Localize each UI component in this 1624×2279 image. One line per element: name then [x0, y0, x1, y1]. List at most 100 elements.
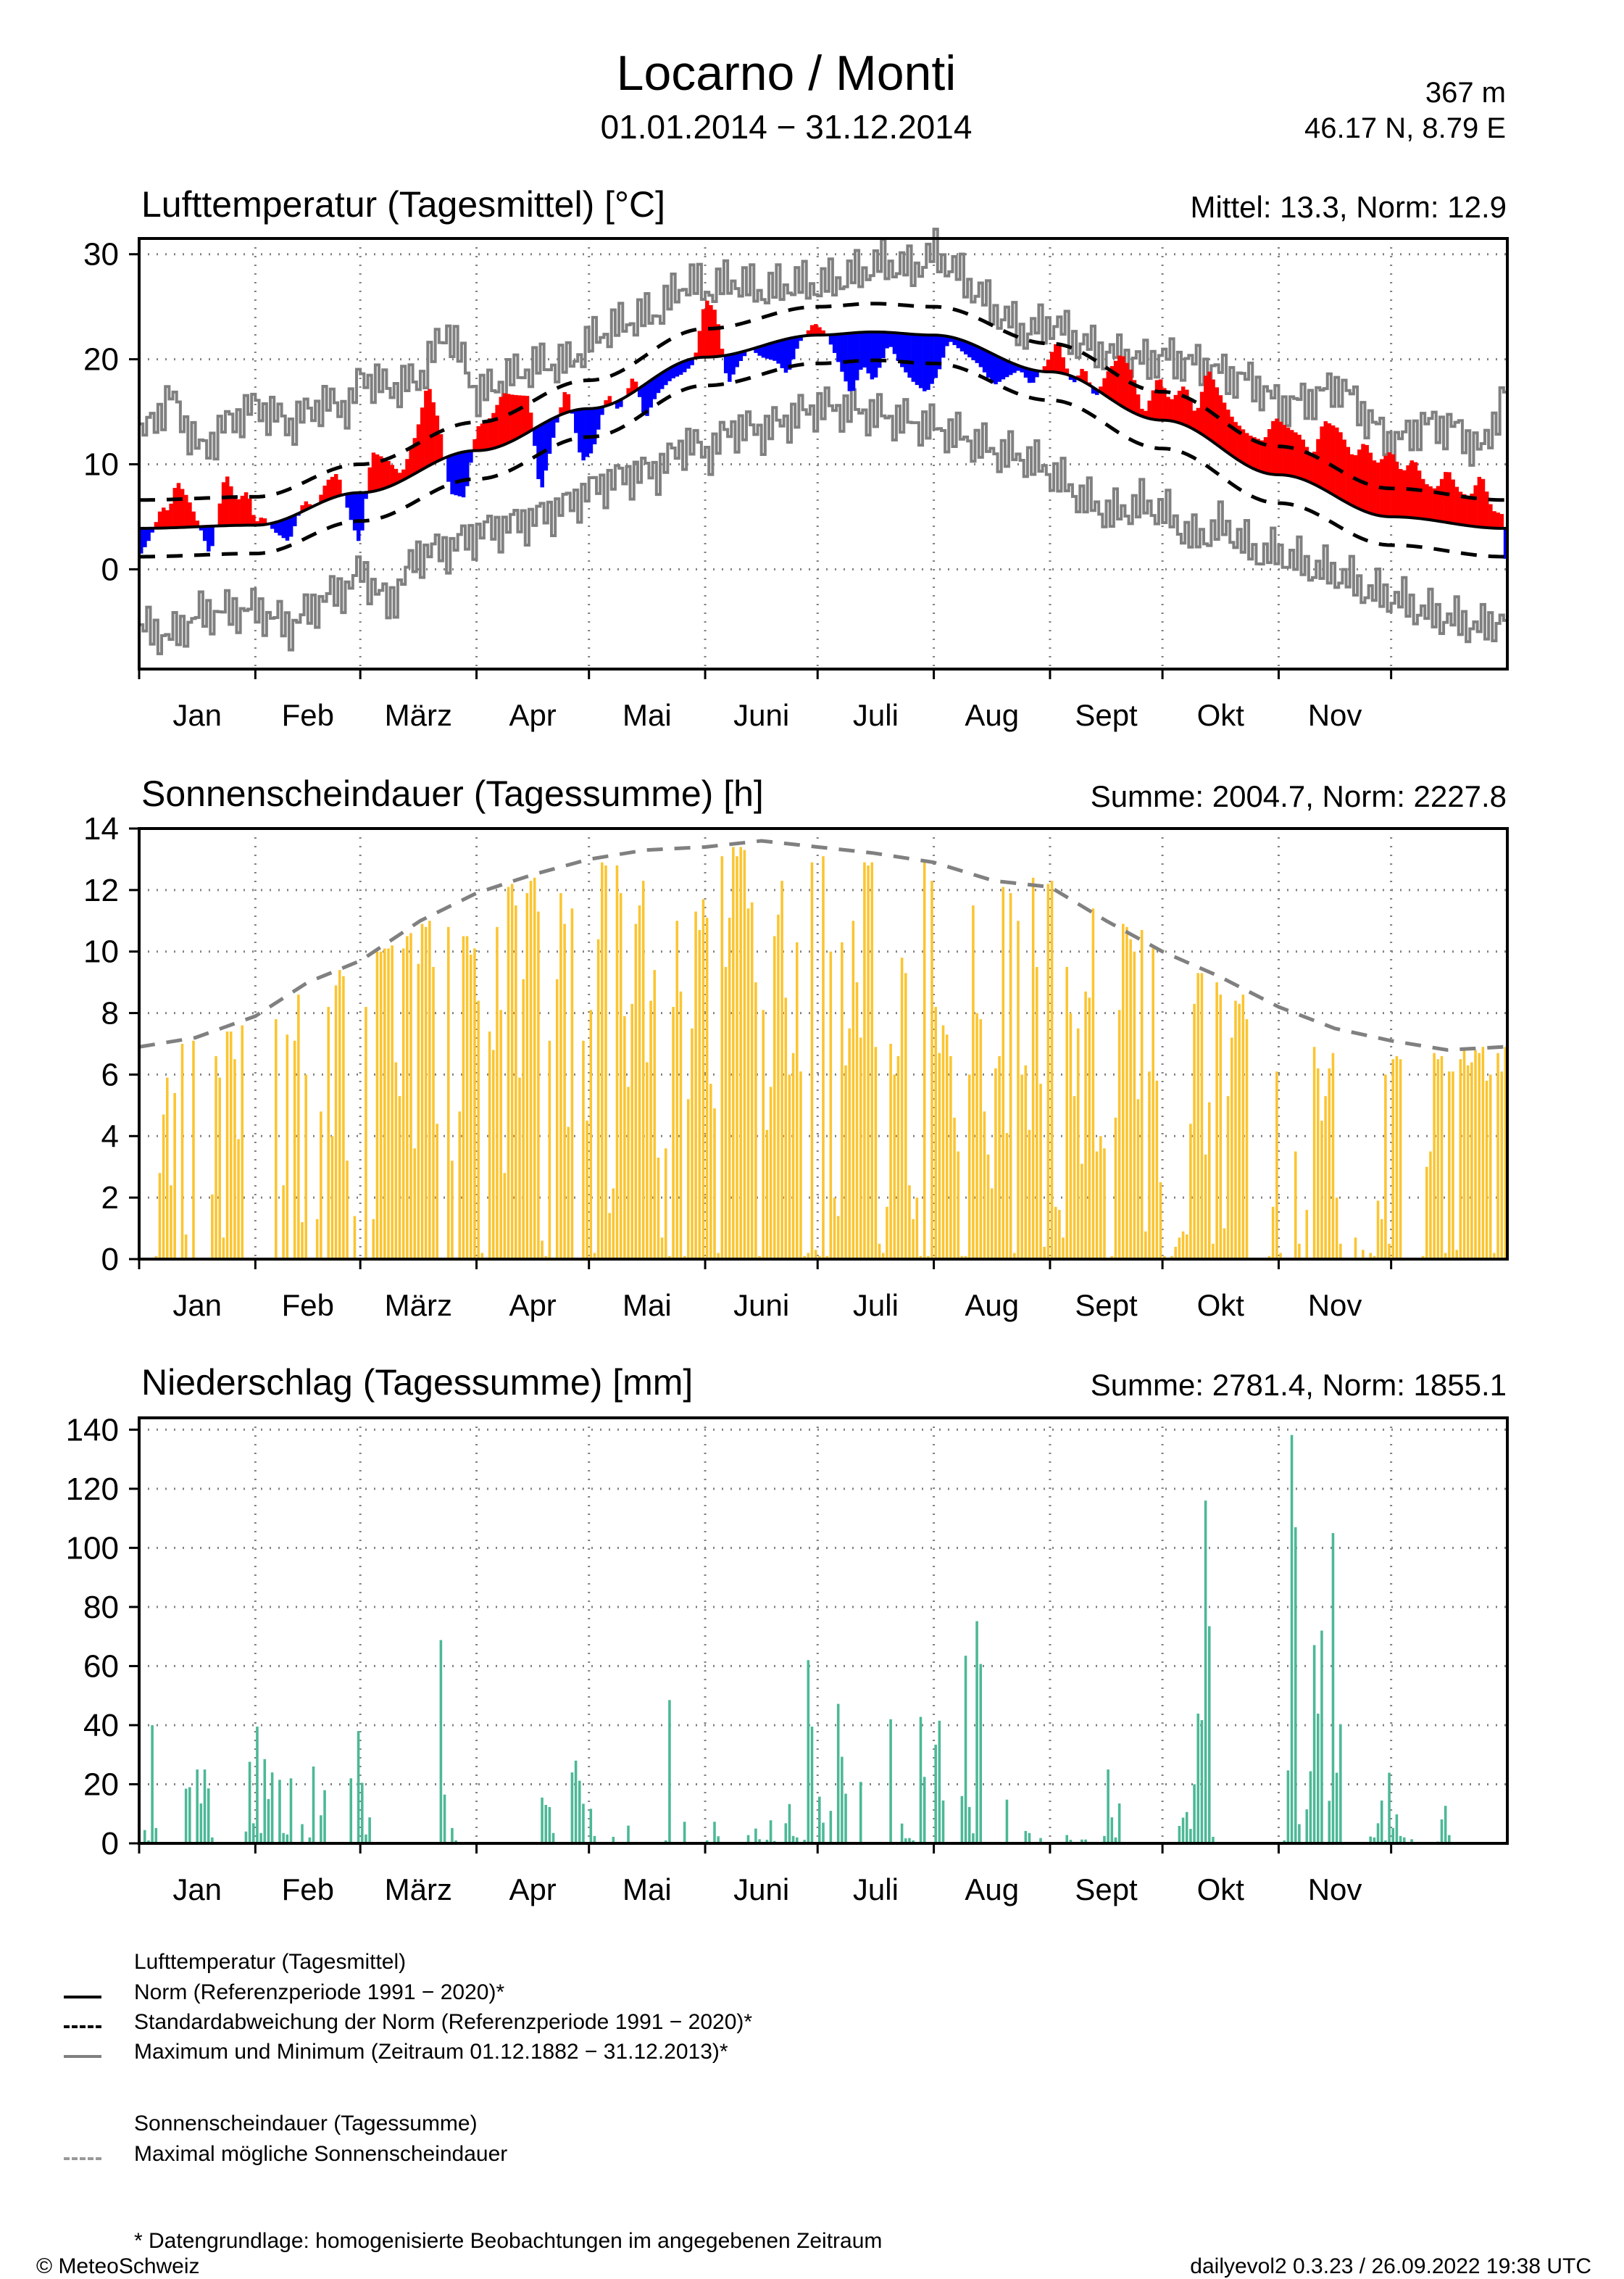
y-tick-label: 8 — [101, 996, 119, 1031]
precip-bar — [244, 1831, 248, 1843]
temp-bar-above — [633, 381, 638, 391]
sunshine-bar — [1298, 1243, 1301, 1259]
sunshine-bar — [1200, 973, 1204, 1259]
sunshine-bar — [1076, 1028, 1080, 1259]
precip-bar — [551, 1832, 555, 1843]
sunshine-bar — [630, 1003, 633, 1259]
sunshine-bar — [353, 1216, 357, 1259]
precip-bar — [1376, 1823, 1380, 1843]
temp-bar-above — [1241, 429, 1246, 463]
precip-bar — [788, 1803, 791, 1843]
sunshine-bar — [211, 1194, 214, 1259]
month-label: Sept — [1075, 1872, 1138, 1906]
precip-bar — [589, 1809, 593, 1843]
sunshine-bar — [533, 877, 536, 1259]
temp-bar-below — [892, 333, 897, 354]
sunshine-bar — [241, 1025, 244, 1259]
legend-norm-swatch — [64, 1996, 101, 1998]
sunshine-bar — [1091, 908, 1095, 1259]
temp-bar-below — [933, 335, 938, 378]
sunshine-bar — [1065, 966, 1069, 1259]
sunshine-bar — [1189, 1124, 1192, 1259]
temp-bar-above — [169, 503, 173, 528]
sunshine-bar — [998, 1055, 1001, 1259]
month-label: Apr — [509, 1872, 556, 1906]
norm-line — [138, 330, 1507, 530]
sunshine-bar — [1493, 1253, 1496, 1259]
sunshine-bar — [1009, 893, 1012, 1259]
temp-bar-above — [1054, 344, 1058, 373]
precip-bar — [1189, 1829, 1192, 1843]
sunshine-bar — [638, 905, 641, 1259]
sunshine-bar — [1178, 1237, 1181, 1259]
sunshine-bar — [653, 970, 657, 1259]
temp-bar-above — [488, 418, 492, 449]
sunshine-bar — [446, 926, 450, 1259]
temp-bar-above — [1117, 355, 1122, 405]
month-label: Mai — [622, 1288, 672, 1322]
temp-bar-above — [438, 433, 444, 460]
temp-bar-above — [1282, 425, 1287, 476]
sunshine-bar — [365, 1007, 367, 1259]
sunshine-bar — [1013, 1253, 1016, 1259]
temp-bar-above — [1042, 366, 1047, 372]
temp-bar-above — [1398, 469, 1403, 518]
temp-bar-below — [1072, 377, 1077, 383]
temp-bar-below — [667, 368, 672, 381]
precip-bar — [1005, 1799, 1009, 1843]
sunshine-bar — [694, 911, 697, 1259]
temp-bar-above — [1304, 447, 1309, 481]
temp-bar-above — [709, 304, 713, 357]
temp-bar-below — [859, 332, 863, 370]
temp-bar-below — [146, 528, 151, 541]
precip-bar — [1410, 1839, 1413, 1843]
sunshine-bar — [1429, 1151, 1432, 1259]
precip-bar — [975, 1621, 978, 1843]
temp-bar-below — [885, 332, 889, 349]
temp-bar-below — [963, 341, 968, 354]
sunshine-bar — [867, 865, 870, 1259]
temp-bar-above — [806, 330, 811, 336]
temp-bar-below — [945, 336, 949, 346]
precip-bar — [578, 1780, 581, 1843]
precip-bar — [912, 1840, 915, 1843]
sunshine-bar — [1267, 1255, 1271, 1259]
plot-frame — [138, 1416, 1509, 1845]
sunshine-bar — [750, 902, 754, 1259]
temp-bar-above — [405, 459, 409, 478]
temp-bar-below — [757, 346, 762, 356]
temp-bar-above — [1365, 444, 1369, 512]
sunshine-bar — [1080, 1163, 1083, 1259]
precip-bar — [705, 1840, 709, 1843]
temp-bar-above — [1394, 461, 1399, 518]
precip-bar — [810, 1726, 814, 1843]
temp-bar-below — [270, 523, 275, 529]
month-label: Juni — [733, 1288, 789, 1322]
precip-bar — [301, 1824, 304, 1843]
temp-bar-above — [1387, 452, 1391, 517]
temp-bar-below — [799, 336, 803, 341]
temp-bar-above — [1417, 470, 1422, 519]
sunshine-bar — [743, 850, 746, 1259]
sunshine-bar — [192, 1040, 195, 1259]
temp-bar-below — [978, 348, 983, 368]
sunshine-bar — [1455, 1250, 1458, 1259]
sunshine-bar — [567, 1126, 570, 1259]
temp-bar-below — [592, 408, 597, 444]
sunshine-bar — [1046, 884, 1050, 1259]
temp-bar-below — [600, 407, 604, 415]
temp-bar-below — [773, 342, 777, 361]
y-tick-label: 20 — [83, 1767, 119, 1802]
temp-bar-above — [1185, 389, 1189, 426]
temp-bar-above — [1211, 379, 1215, 442]
temp-bar-below — [873, 331, 878, 378]
temp-bar-above — [1207, 371, 1212, 440]
precip-bar — [1402, 1837, 1406, 1843]
sunshine-bar — [391, 945, 393, 1259]
sunshine-bar — [375, 951, 379, 1259]
temp-bar-below — [930, 335, 934, 384]
temp-bar-above — [1263, 437, 1268, 473]
temp-bar-above — [566, 394, 571, 412]
temp-bar-below — [454, 454, 458, 496]
